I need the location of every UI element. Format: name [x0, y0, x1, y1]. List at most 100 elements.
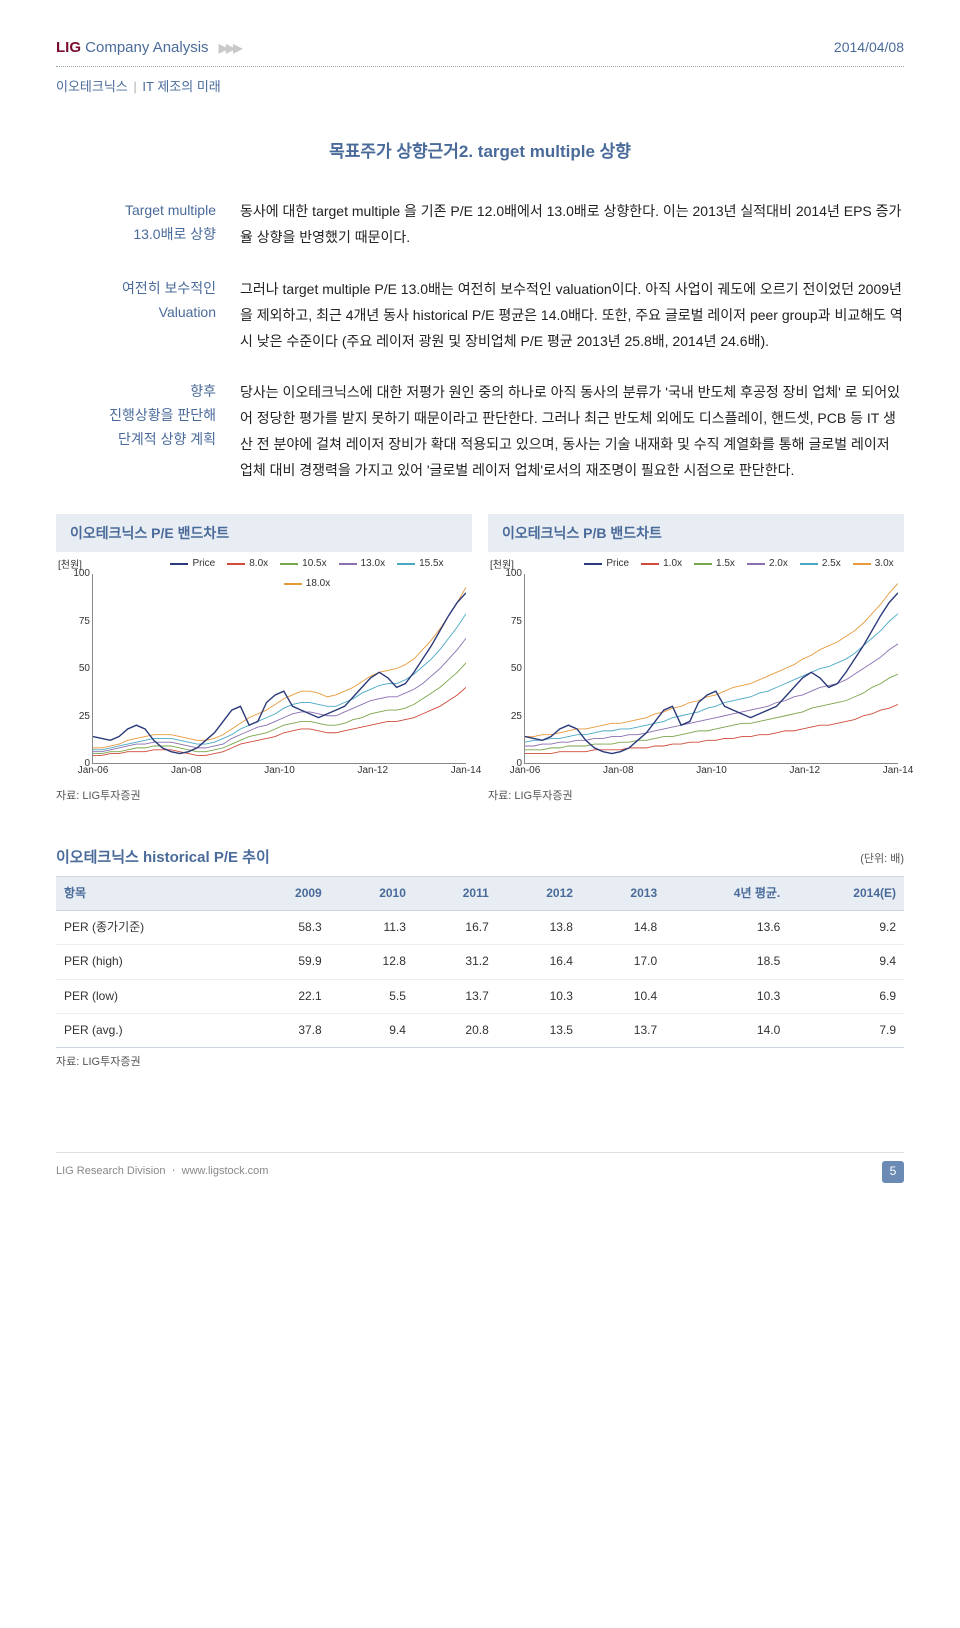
legend-item: 13.0x — [339, 556, 385, 572]
legend-item: 3.0x — [853, 556, 894, 572]
series-line — [93, 688, 466, 756]
chart-source: 자료: LIG투자증권 — [56, 788, 472, 806]
legend-swatch — [694, 563, 712, 565]
series-line — [525, 644, 898, 746]
table-col-header: 2012 — [497, 876, 581, 910]
charts-row: 이오테크닉스 P/E 밴드차트 [천원] Price8.0x10.5x13.0x… — [56, 514, 904, 806]
x-tick: Jan-08 — [603, 763, 634, 779]
legend-label: 8.0x — [249, 556, 268, 572]
y-tick: 75 — [79, 614, 90, 630]
historical-pe-table: 항목200920102011201220134년 평균.2014(E) PER … — [56, 876, 904, 1048]
series-line — [93, 614, 466, 750]
legend-swatch — [280, 563, 298, 565]
pe-band-chart: 이오테크닉스 P/E 밴드차트 [천원] Price8.0x10.5x13.0x… — [56, 514, 472, 806]
x-tick: Jan-12 — [357, 763, 388, 779]
legend-label: 2.5x — [822, 556, 841, 572]
series-line — [525, 593, 898, 754]
page-footer: LIG Research Division ㆍ www.ligstock.com… — [56, 1152, 904, 1183]
y-tick: 25 — [511, 709, 522, 725]
brand: LIG Company Analysis ▶▶▶ — [56, 36, 240, 60]
page-header: LIG Company Analysis ▶▶▶ 2014/04/08 — [56, 36, 904, 60]
legend-item: Price — [584, 556, 629, 572]
table-cell: 14.0 — [665, 1013, 788, 1047]
table-source: 자료: LIG투자증권 — [56, 1054, 904, 1072]
pb-band-chart: 이오테크닉스 P/B 밴드차트 [천원] Price1.0x1.5x2.0x2.… — [488, 514, 904, 806]
table-cell: 59.9 — [246, 945, 330, 979]
legend-swatch — [747, 563, 765, 565]
legend-label: 2.0x — [769, 556, 788, 572]
body-text: 동사에 대한 target multiple 을 기존 P/E 12.0배에서 … — [240, 199, 904, 251]
table-row: PER (종가기준)58.311.316.713.814.813.69.2 — [56, 911, 904, 945]
chart-title: 이오테크닉스 P/B 밴드차트 — [488, 514, 904, 552]
table-cell: 9.2 — [788, 911, 904, 945]
table-cell: 9.4 — [788, 945, 904, 979]
legend-label: 13.0x — [361, 556, 385, 572]
table-body: PER (종가기준)58.311.316.713.814.813.69.2 PER… — [56, 911, 904, 1048]
series-line — [93, 593, 466, 754]
x-tick: Jan-06 — [510, 763, 541, 779]
y-axis: 0255075100 — [490, 574, 524, 764]
y-tick: 50 — [511, 661, 522, 677]
table-title: 이오테크닉스 historical P/E 추이 — [56, 846, 270, 870]
table-cell: 16.4 — [497, 945, 581, 979]
series-line — [525, 584, 898, 737]
y-tick: 50 — [79, 661, 90, 677]
table-cell: 10.3 — [497, 979, 581, 1013]
table-cell: 16.7 — [414, 911, 497, 945]
legend-swatch — [397, 563, 415, 565]
table-col-header: 2011 — [414, 876, 497, 910]
legend-swatch — [227, 563, 245, 565]
legend-swatch — [641, 563, 659, 565]
table-cell: 6.9 — [788, 979, 904, 1013]
table-cell: 5.5 — [330, 979, 414, 1013]
table-cell: 7.9 — [788, 1013, 904, 1047]
table-row: PER (low)22.15.513.710.310.410.36.9 — [56, 979, 904, 1013]
chart-legend: Price1.0x1.5x2.0x2.5x3.0x — [578, 556, 900, 572]
table-cell: 37.8 — [246, 1013, 330, 1047]
body-row: 향후진행상황을 판단해단계적 상향 계획당사는 이오테크닉스에 대한 저평가 원… — [56, 380, 904, 484]
table-cell: 13.7 — [414, 979, 497, 1013]
header-arrows: ▶▶▶ — [219, 41, 241, 55]
legend-swatch — [584, 563, 602, 565]
y-tick: 100 — [505, 566, 522, 582]
table-cell: 58.3 — [246, 911, 330, 945]
chart-svg — [93, 574, 466, 763]
body-label: 향후진행상황을 판단해단계적 상향 계획 — [56, 380, 216, 484]
legend-label: 1.5x — [716, 556, 735, 572]
body-label: Target multiple13.0배로 상향 — [56, 199, 216, 251]
legend-label: 15.5x — [419, 556, 443, 572]
legend-label: Price — [192, 556, 215, 572]
table-row: PER (avg.)37.89.420.813.513.714.07.9 — [56, 1013, 904, 1047]
table-cell: PER (avg.) — [56, 1013, 246, 1047]
x-tick: Jan-12 — [789, 763, 820, 779]
table-cell: 17.0 — [581, 945, 665, 979]
legend-label: 3.0x — [875, 556, 894, 572]
body-row: 여전히 보수적인Valuation그러나 target multiple P/E… — [56, 277, 904, 355]
table-cell: 9.4 — [330, 1013, 414, 1047]
body-content: Target multiple13.0배로 상향 동사에 대한 target mu… — [56, 199, 904, 484]
chart-canvas-left: [천원] Price8.0x10.5x13.0x15.5x18.0x 02550… — [56, 552, 472, 782]
table-cell: 12.8 — [330, 945, 414, 979]
table-cell: 18.5 — [665, 945, 788, 979]
legend-item: 8.0x — [227, 556, 268, 572]
table-cell: 13.6 — [665, 911, 788, 945]
legend-item: 15.5x — [397, 556, 443, 572]
series-line — [93, 588, 466, 749]
section-title: 목표주가 상향근거2. target multiple 상향 — [56, 138, 904, 165]
table-col-header: 항목 — [56, 876, 246, 910]
legend-swatch — [800, 563, 818, 565]
table-cell: 20.8 — [414, 1013, 497, 1047]
legend-swatch — [170, 563, 188, 565]
body-text: 당사는 이오테크닉스에 대한 저평가 원인 중의 하나로 아직 동사의 분류가 … — [240, 380, 904, 484]
brand-lig: LIG — [56, 39, 81, 56]
plot-area: Jan-06Jan-08Jan-10Jan-12Jan-14 — [92, 574, 466, 764]
table-header-row: 항목200920102011201220134년 평균.2014(E) — [56, 876, 904, 910]
table-cell: 14.8 — [581, 911, 665, 945]
x-tick: Jan-14 — [883, 763, 914, 779]
chart-svg — [525, 574, 898, 763]
x-tick: Jan-14 — [451, 763, 482, 779]
plot-area: Jan-06Jan-08Jan-10Jan-12Jan-14 — [524, 574, 898, 764]
legend-item: 10.5x — [280, 556, 326, 572]
footer-text: LIG Research Division ㆍ www.ligstock.com — [56, 1163, 268, 1181]
table-col-header: 2013 — [581, 876, 665, 910]
